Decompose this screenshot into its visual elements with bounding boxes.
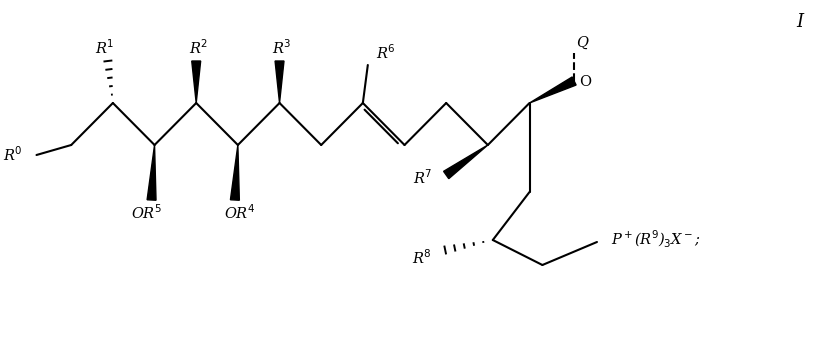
Text: R$^2$: R$^2$ xyxy=(189,39,207,57)
Text: O: O xyxy=(579,75,591,89)
Text: R$^8$: R$^8$ xyxy=(412,249,431,267)
Polygon shape xyxy=(529,77,576,103)
Polygon shape xyxy=(444,145,488,179)
Text: R$^7$: R$^7$ xyxy=(413,169,433,187)
Text: P$^+$(R$^9$)$_3$X$^-$;: P$^+$(R$^9$)$_3$X$^-$; xyxy=(611,228,701,250)
Polygon shape xyxy=(230,145,239,200)
Polygon shape xyxy=(275,61,284,103)
Text: OR$^5$: OR$^5$ xyxy=(131,204,162,222)
Text: R$^6$: R$^6$ xyxy=(375,44,395,62)
Text: R$^0$: R$^0$ xyxy=(3,146,23,164)
Text: OR$^4$: OR$^4$ xyxy=(224,204,255,222)
Text: R$^1$: R$^1$ xyxy=(95,39,113,57)
Polygon shape xyxy=(192,61,201,103)
Text: Q: Q xyxy=(576,36,588,50)
Text: I: I xyxy=(797,13,804,31)
Polygon shape xyxy=(147,145,156,200)
Text: R$^3$: R$^3$ xyxy=(272,39,291,57)
